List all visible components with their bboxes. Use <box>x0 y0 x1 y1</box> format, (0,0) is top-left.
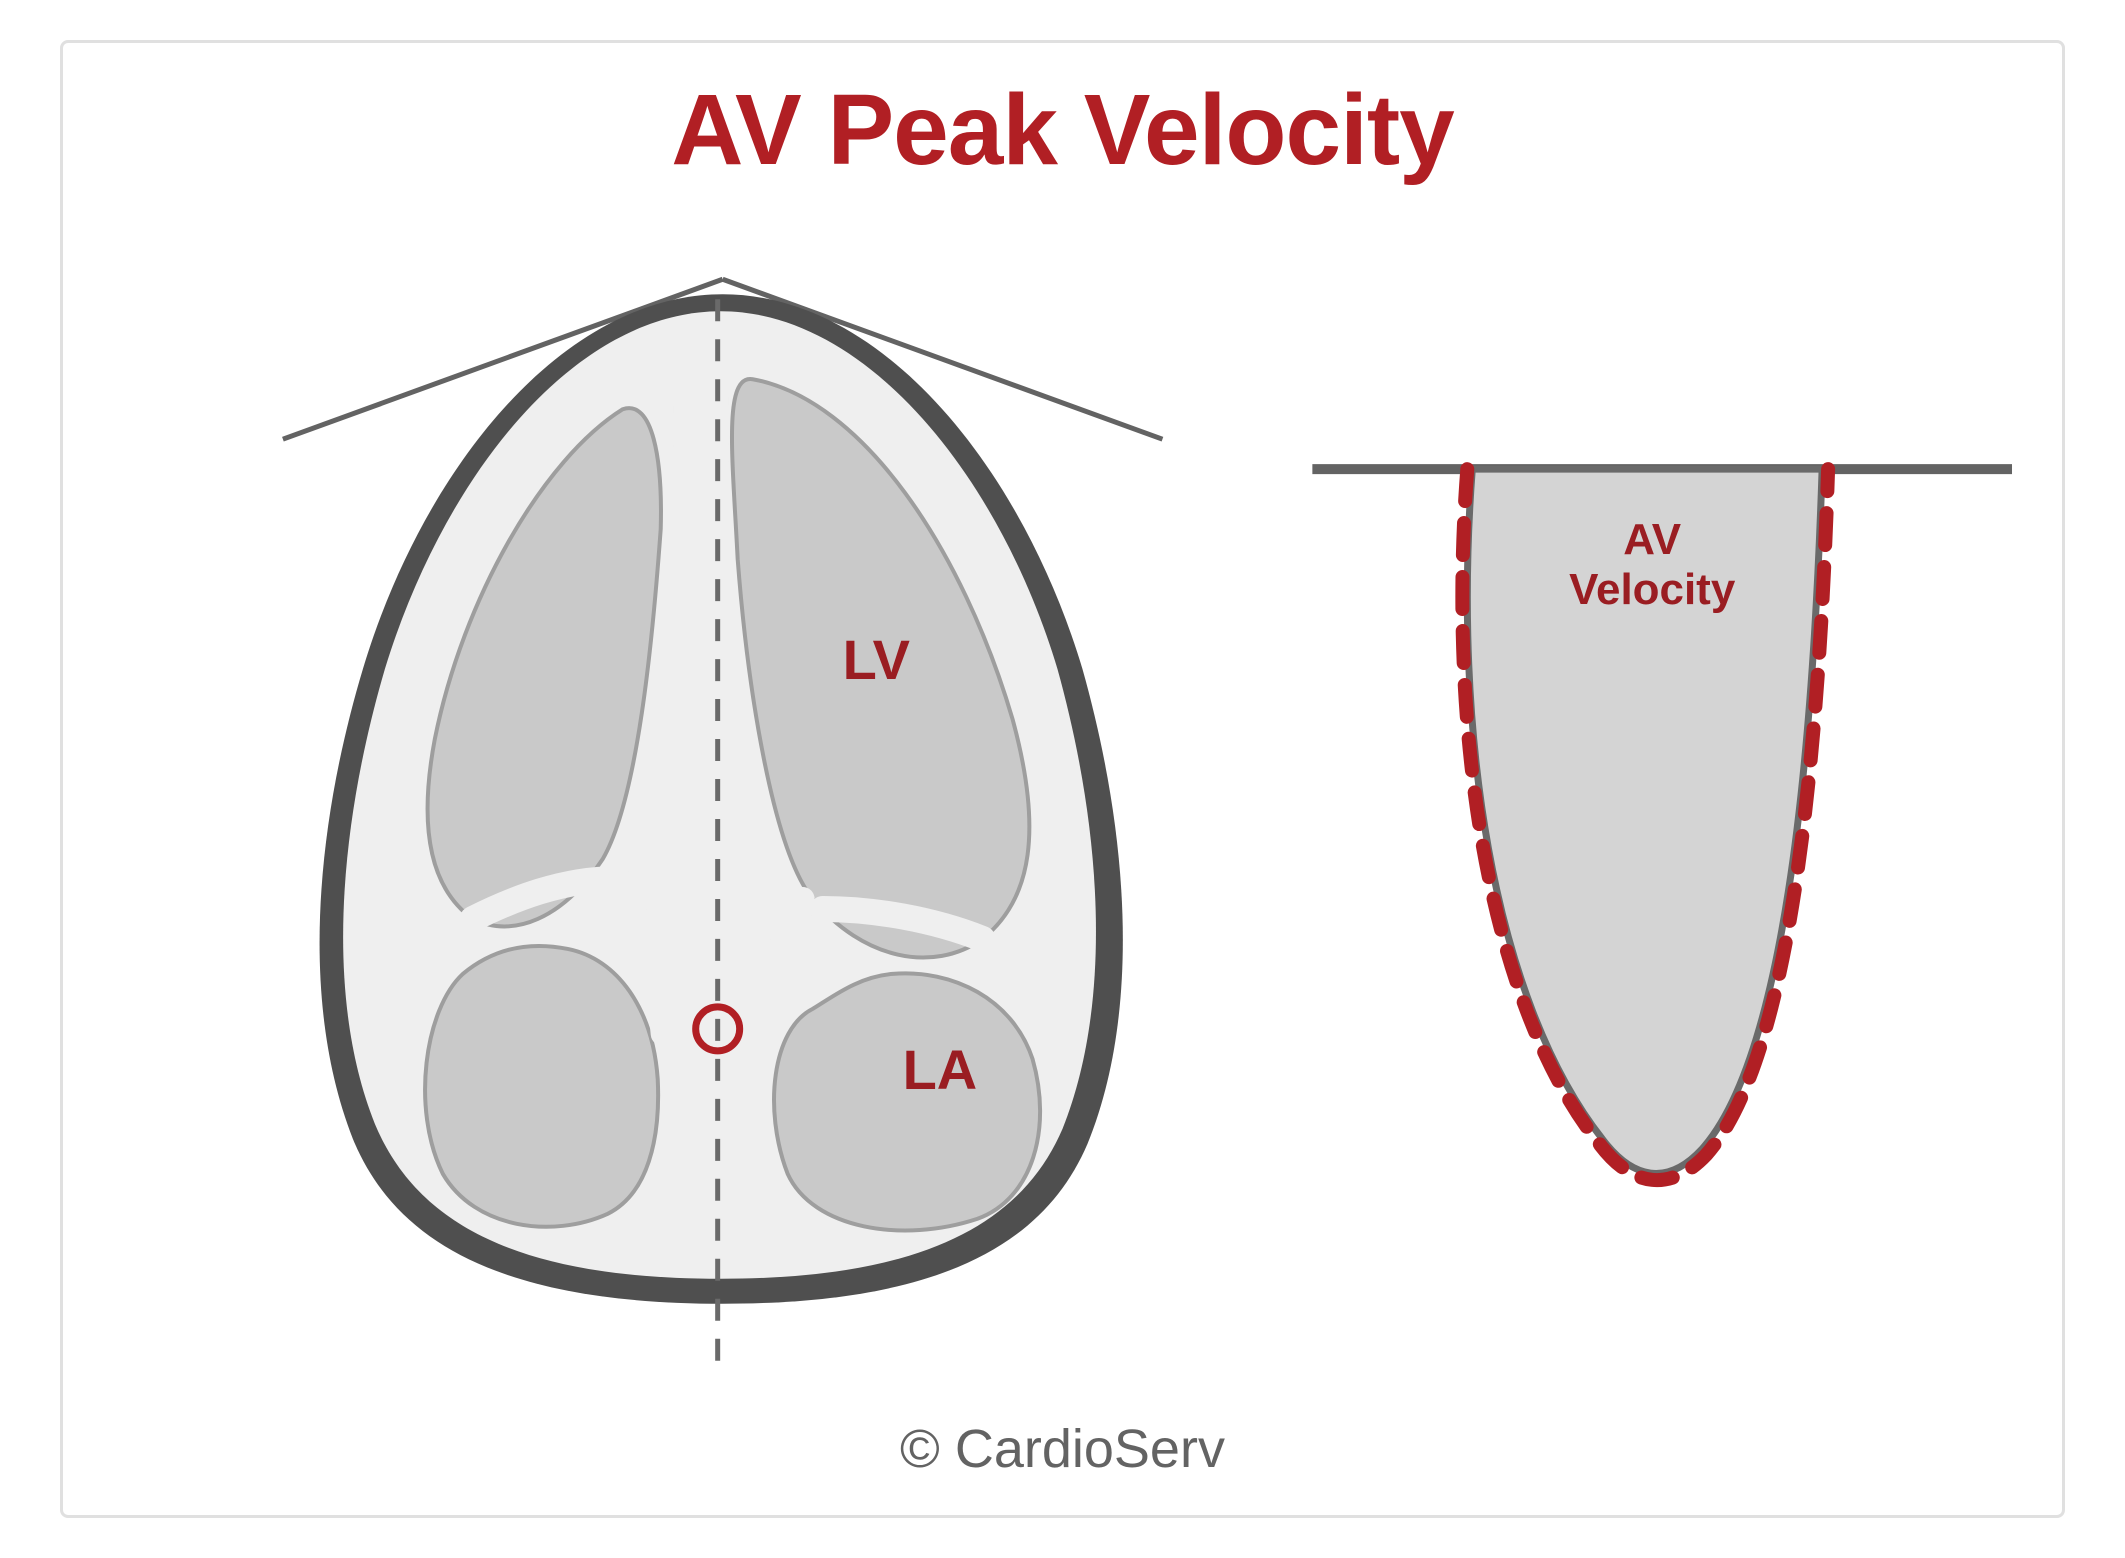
diagram-area: LV LA AV Velocity <box>103 233 2022 1395</box>
heart-group: LV LA <box>283 279 1163 1378</box>
copyright-text: © CardioServ <box>63 1418 2062 1480</box>
diagram-title: AV Peak Velocity <box>63 73 2062 188</box>
label-lv: LV <box>843 628 910 691</box>
chamber-ra <box>425 946 658 1227</box>
chamber-la <box>774 973 1040 1230</box>
label-la: LA <box>903 1038 978 1101</box>
diagram-frame: AV Peak Velocity <box>60 40 2065 1518</box>
velocity-label-line1: AV <box>1623 515 1681 564</box>
velocity-group: AV Velocity <box>1312 469 2012 1180</box>
septum-ridge <box>701 389 711 1039</box>
velocity-label-line2: Velocity <box>1569 565 1736 614</box>
